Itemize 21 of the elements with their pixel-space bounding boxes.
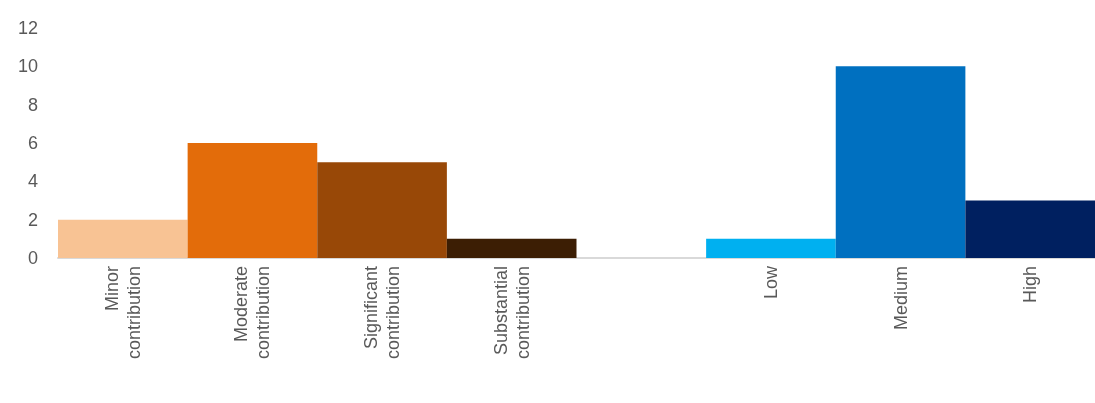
- y-tick-label: 10: [17, 56, 38, 77]
- y-tick-label: 2: [27, 209, 38, 230]
- bar: [965, 200, 1095, 258]
- x-tick-label: Moderate contribution: [231, 266, 274, 360]
- x-tick-label: Medium: [890, 266, 911, 331]
- y-tick-label: 8: [27, 94, 38, 115]
- y-tick-label: 12: [17, 18, 38, 38]
- y-tick-label: 6: [27, 133, 38, 153]
- bar: [706, 238, 836, 258]
- x-tick-label: Substantial contribution: [490, 266, 533, 360]
- x-tick-label: Significant contribution: [361, 266, 404, 360]
- y-tick-label: 0: [27, 248, 38, 268]
- x-tick-label: High: [1020, 266, 1041, 304]
- y-tick-label: 4: [27, 171, 38, 192]
- x-tick-label: Low: [760, 265, 781, 300]
- bar: [446, 238, 577, 258]
- bar: [58, 219, 188, 258]
- bar: [835, 66, 966, 258]
- bar: [317, 162, 447, 258]
- bar: [187, 143, 318, 258]
- x-tick-label: Minor contribution: [101, 266, 144, 360]
